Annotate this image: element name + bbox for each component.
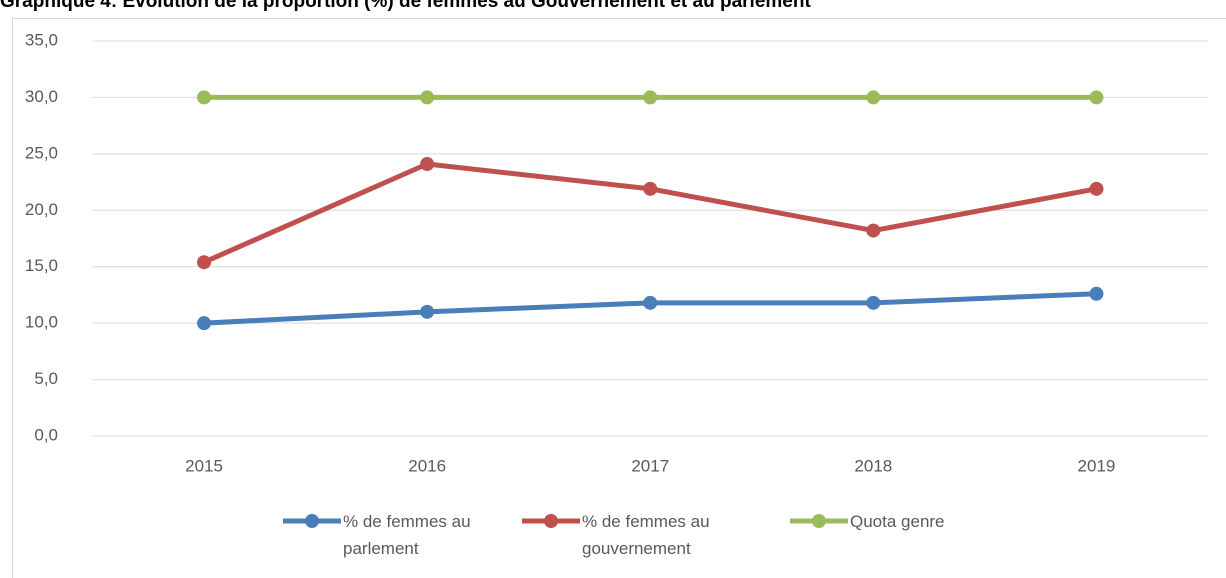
data-point: [420, 90, 435, 105]
legend-swatch: [283, 514, 341, 528]
y-tick-label: 20,0: [25, 200, 58, 219]
legend-item: % de femmes au parlement: [283, 508, 523, 562]
y-tick-label: 15,0: [25, 256, 58, 275]
data-point: [866, 90, 881, 105]
data-point: [197, 316, 212, 331]
y-tick-label: 0,0: [34, 425, 58, 444]
legend-swatch: [522, 514, 580, 528]
data-point: [1089, 90, 1104, 105]
legend-item: Quota genre: [790, 508, 1030, 535]
chart-border: [12, 18, 1226, 578]
y-tick-label: 30,0: [25, 87, 58, 106]
y-tick-label: 25,0: [25, 143, 58, 162]
data-point: [643, 90, 658, 105]
legend-item: % de femmes au gouvernement: [522, 508, 762, 562]
x-tick-label: 2015: [185, 456, 223, 475]
data-point: [866, 295, 881, 310]
data-point: [866, 223, 881, 238]
x-tick-label: 2019: [1078, 456, 1116, 475]
y-tick-label: 10,0: [25, 313, 58, 332]
data-point: [420, 157, 435, 172]
legend-label: % de femmes au gouvernement: [582, 512, 710, 558]
x-tick-label: 2016: [408, 456, 446, 475]
series-line: [203, 161, 1097, 265]
legend-swatch: [790, 514, 848, 528]
data-point: [643, 181, 658, 196]
x-tick-label: 2017: [631, 456, 669, 475]
data-point: [420, 304, 435, 319]
data-point: [197, 90, 212, 105]
y-tick-label: 5,0: [34, 369, 58, 388]
legend-label: % de femmes au parlement: [343, 512, 471, 558]
legend-label: Quota genre: [850, 512, 945, 531]
data-point: [1089, 286, 1104, 301]
data-point: [197, 255, 212, 270]
chart-title: Graphique 4: Evolution de la proportion …: [0, 0, 811, 12]
data-point: [1089, 181, 1104, 196]
x-tick-label: 2018: [854, 456, 892, 475]
data-point: [643, 295, 658, 310]
y-tick-label: 35,0: [25, 30, 58, 49]
